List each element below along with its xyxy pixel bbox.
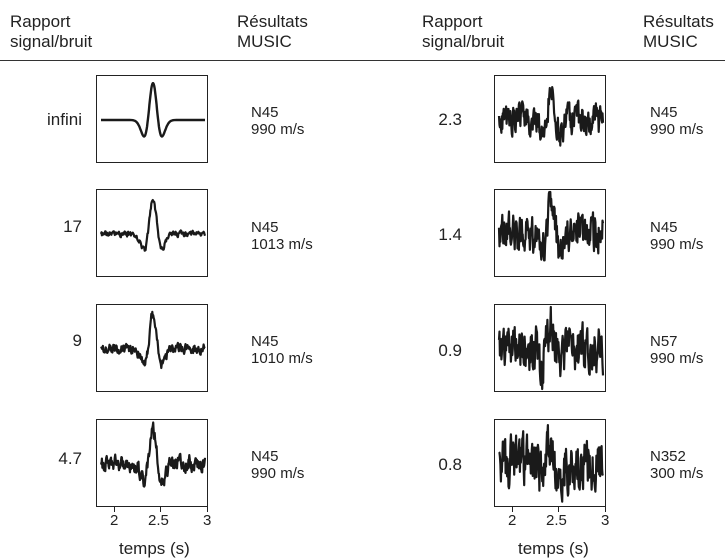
signal-trace [99, 199, 207, 252]
left-speed-1: 990 m/s [251, 121, 305, 138]
signal-trace [99, 421, 207, 488]
right-speed-3: 990 m/s [650, 350, 704, 367]
signal-trace [497, 305, 605, 391]
signal-panel-right-2 [494, 189, 606, 277]
waveform-line [100, 81, 206, 138]
signal-panel-right-3 [494, 304, 606, 392]
signal-panel-left-3 [96, 304, 208, 392]
waveform-line [99, 199, 207, 252]
signal-trace [100, 310, 206, 370]
left-snr-2: 17 [63, 217, 82, 236]
tick-mark [558, 507, 559, 512]
header-rule [0, 60, 725, 61]
tick-mark [160, 507, 161, 512]
left-mode-2: N45 [251, 219, 279, 236]
right-mode-1: N45 [650, 104, 678, 121]
left-speed-3: 1010 m/s [251, 350, 313, 367]
x-tick-right-1: 2 [508, 512, 517, 529]
x-axis-label-left: temps (s) [119, 539, 190, 558]
right-mode-2: N45 [650, 219, 678, 236]
left-snr-header: Rapport signal/bruit [10, 12, 93, 51]
right-snr-1: 2.3 [438, 110, 462, 129]
x-tick-left-2: 2.5 [148, 512, 169, 529]
waveform-line [497, 86, 605, 147]
left-music-header: Résultats MUSIC [237, 12, 308, 51]
signal-panel-right-1 [494, 75, 606, 163]
tick-mark [207, 507, 208, 512]
tick-mark [512, 507, 513, 512]
signal-trace [100, 81, 206, 138]
left-mode-4: N45 [251, 448, 279, 465]
waveform-line [100, 310, 206, 370]
x-tick-right-2: 2.5 [546, 512, 567, 529]
x-axis-label-right: temps (s) [518, 539, 589, 558]
x-tick-left-3: 3 [203, 512, 212, 529]
right-snr-4: 0.8 [438, 455, 462, 474]
right-speed-2: 990 m/s [650, 236, 704, 253]
signal-trace [497, 190, 605, 262]
tick-mark [114, 507, 115, 512]
right-snr-header: Rapport signal/bruit [422, 12, 505, 51]
left-snr-3: 9 [72, 331, 82, 350]
right-mode-4: N352 [650, 448, 686, 465]
waveform-line [99, 421, 207, 488]
right-mode-3: N57 [650, 333, 678, 350]
x-tick-right-3: 3 [601, 512, 610, 529]
left-snr-1: infini [47, 110, 82, 129]
signal-trace [498, 423, 604, 503]
right-snr-2: 1.4 [438, 225, 462, 244]
left-snr-4: 4.7 [58, 449, 82, 468]
x-tick-left-1: 2 [110, 512, 119, 529]
signal-panel-left-1 [96, 75, 208, 163]
left-mode-1: N45 [251, 104, 279, 121]
left-speed-4: 990 m/s [251, 465, 305, 482]
signal-trace [497, 86, 605, 147]
waveform-line [497, 305, 605, 391]
left-speed-2: 1013 m/s [251, 236, 313, 253]
left-mode-3: N45 [251, 333, 279, 350]
waveform-line [497, 190, 605, 262]
signal-panel-left-4 [96, 419, 208, 507]
tick-mark [605, 507, 606, 512]
right-snr-3: 0.9 [438, 341, 462, 360]
waveform-line [498, 423, 604, 503]
right-speed-4: 300 m/s [650, 465, 704, 482]
signal-panel-right-4 [494, 419, 606, 507]
signal-panel-left-2 [96, 189, 208, 277]
right-music-header: Résultats MUSIC [643, 12, 714, 51]
right-speed-1: 990 m/s [650, 121, 704, 138]
